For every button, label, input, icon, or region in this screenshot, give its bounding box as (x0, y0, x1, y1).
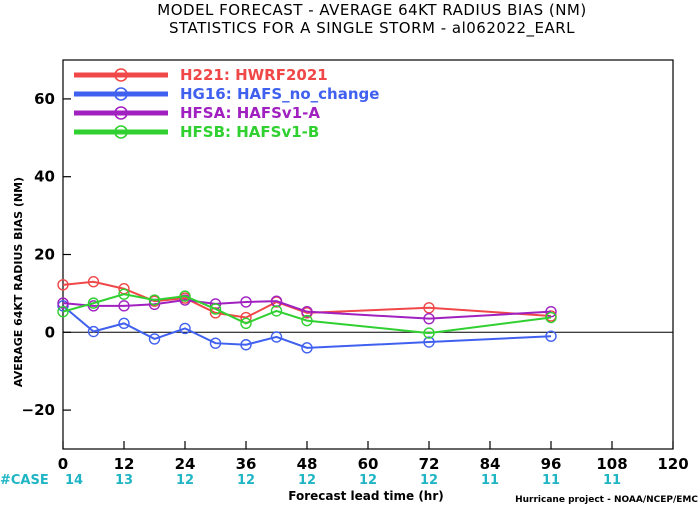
data-point (423, 327, 435, 339)
x-tick-label: 84 (480, 455, 501, 473)
series-3 (57, 288, 557, 339)
data-point (179, 322, 191, 335)
plot-frame (62, 59, 674, 450)
legend-entry: HFSB: HAFSv1-B (74, 123, 319, 141)
data-point (301, 305, 313, 318)
case-count: 12 (420, 473, 438, 488)
legend-label: HG16: HAFS_no_change (180, 85, 379, 103)
data-point (270, 331, 283, 343)
data-point (57, 279, 69, 291)
data-point (179, 294, 191, 306)
x-tick-label: 96 (541, 455, 562, 473)
series-line (62, 280, 552, 319)
x-tick-label: 48 (297, 455, 318, 473)
data-point (423, 336, 435, 348)
data-point (209, 307, 222, 319)
case-count: 14 (65, 473, 83, 488)
data-point (545, 330, 557, 342)
case-counts: 14 13 12 12 12 12 12 11 11 11 (65, 473, 621, 488)
data-point (118, 317, 130, 330)
legend-marker (114, 68, 128, 82)
data-point (57, 305, 69, 318)
data-point (209, 337, 222, 349)
data-point (423, 312, 435, 325)
legend-label: H221: HWRF2021 (180, 66, 328, 84)
case-count: 11 (603, 473, 621, 488)
legend-marker (114, 125, 128, 139)
x-tick-label: 120 (657, 455, 688, 473)
data-point (301, 314, 313, 327)
legend-label: HFSA: HAFSv1-A (180, 104, 320, 122)
case-count: 12 (237, 473, 255, 488)
data-point (301, 342, 313, 354)
case-count: 12 (359, 473, 377, 488)
x-tick-label: 12 (114, 455, 135, 473)
case-label: #CASE (0, 473, 49, 488)
x-tick-label: 60 (358, 455, 379, 473)
data-point (148, 294, 161, 306)
x-tick-label: 24 (175, 455, 196, 473)
data-point (240, 339, 252, 351)
y-tick-label: 20 (34, 246, 55, 264)
case-count: 12 (298, 473, 316, 488)
case-count: 11 (542, 473, 560, 488)
data-point (87, 276, 100, 288)
y-axis-label: AVERAGE 64KT RADIUS BIAS (NM) (12, 177, 25, 387)
data-point (209, 303, 222, 315)
case-count: 12 (176, 473, 194, 488)
series-line (62, 305, 552, 349)
data-point (545, 311, 557, 324)
case-count: 13 (115, 473, 133, 488)
series-line (62, 293, 552, 335)
data-point (118, 288, 130, 300)
x-axis: 0 12 24 36 48 60 72 84 96 108 120 (58, 441, 689, 473)
credit-text: Hurricane project - NOAA/NCEP/EMC (515, 495, 698, 505)
series-layer (57, 276, 557, 354)
x-axis-label: Forecast lead time (hr) (288, 489, 444, 503)
data-point (179, 290, 191, 302)
data-point (240, 296, 252, 308)
y-tick-label: −20 (22, 401, 55, 419)
legend-entry: HFSA: HAFSv1-A (74, 104, 320, 122)
chart-title: MODEL FORECAST - AVERAGE 64KT RADIUS BIA… (157, 1, 586, 19)
y-axis: −20 0 20 40 60 (22, 90, 71, 419)
legend-entry: H221: HWRF2021 (74, 66, 328, 84)
x-tick-label: 108 (596, 455, 627, 473)
data-point (87, 325, 100, 338)
data-point (57, 297, 69, 309)
x-tick-label: 36 (236, 455, 257, 473)
data-point (148, 333, 161, 345)
legend-marker (114, 87, 128, 101)
y-tick-label: 60 (34, 90, 55, 108)
x-tick-label: 0 (58, 455, 68, 473)
y-tick-label: 40 (34, 168, 55, 186)
legend-entry: HG16: HAFS_no_change (74, 85, 379, 103)
data-point (423, 302, 435, 314)
y-tick-label: 0 (45, 323, 55, 341)
data-point (270, 305, 283, 317)
data-point (118, 300, 130, 312)
series-2 (57, 294, 557, 325)
legend-marker (114, 106, 128, 120)
case-count: 11 (481, 473, 499, 488)
chart-subtitle: STATISTICS FOR A SINGLE STORM - al062022… (169, 19, 575, 38)
data-point (545, 305, 557, 318)
data-point (240, 317, 252, 330)
data-point (87, 297, 100, 309)
x-tick-label: 72 (419, 455, 440, 473)
legend-label: HFSB: HAFSv1-B (180, 123, 319, 141)
